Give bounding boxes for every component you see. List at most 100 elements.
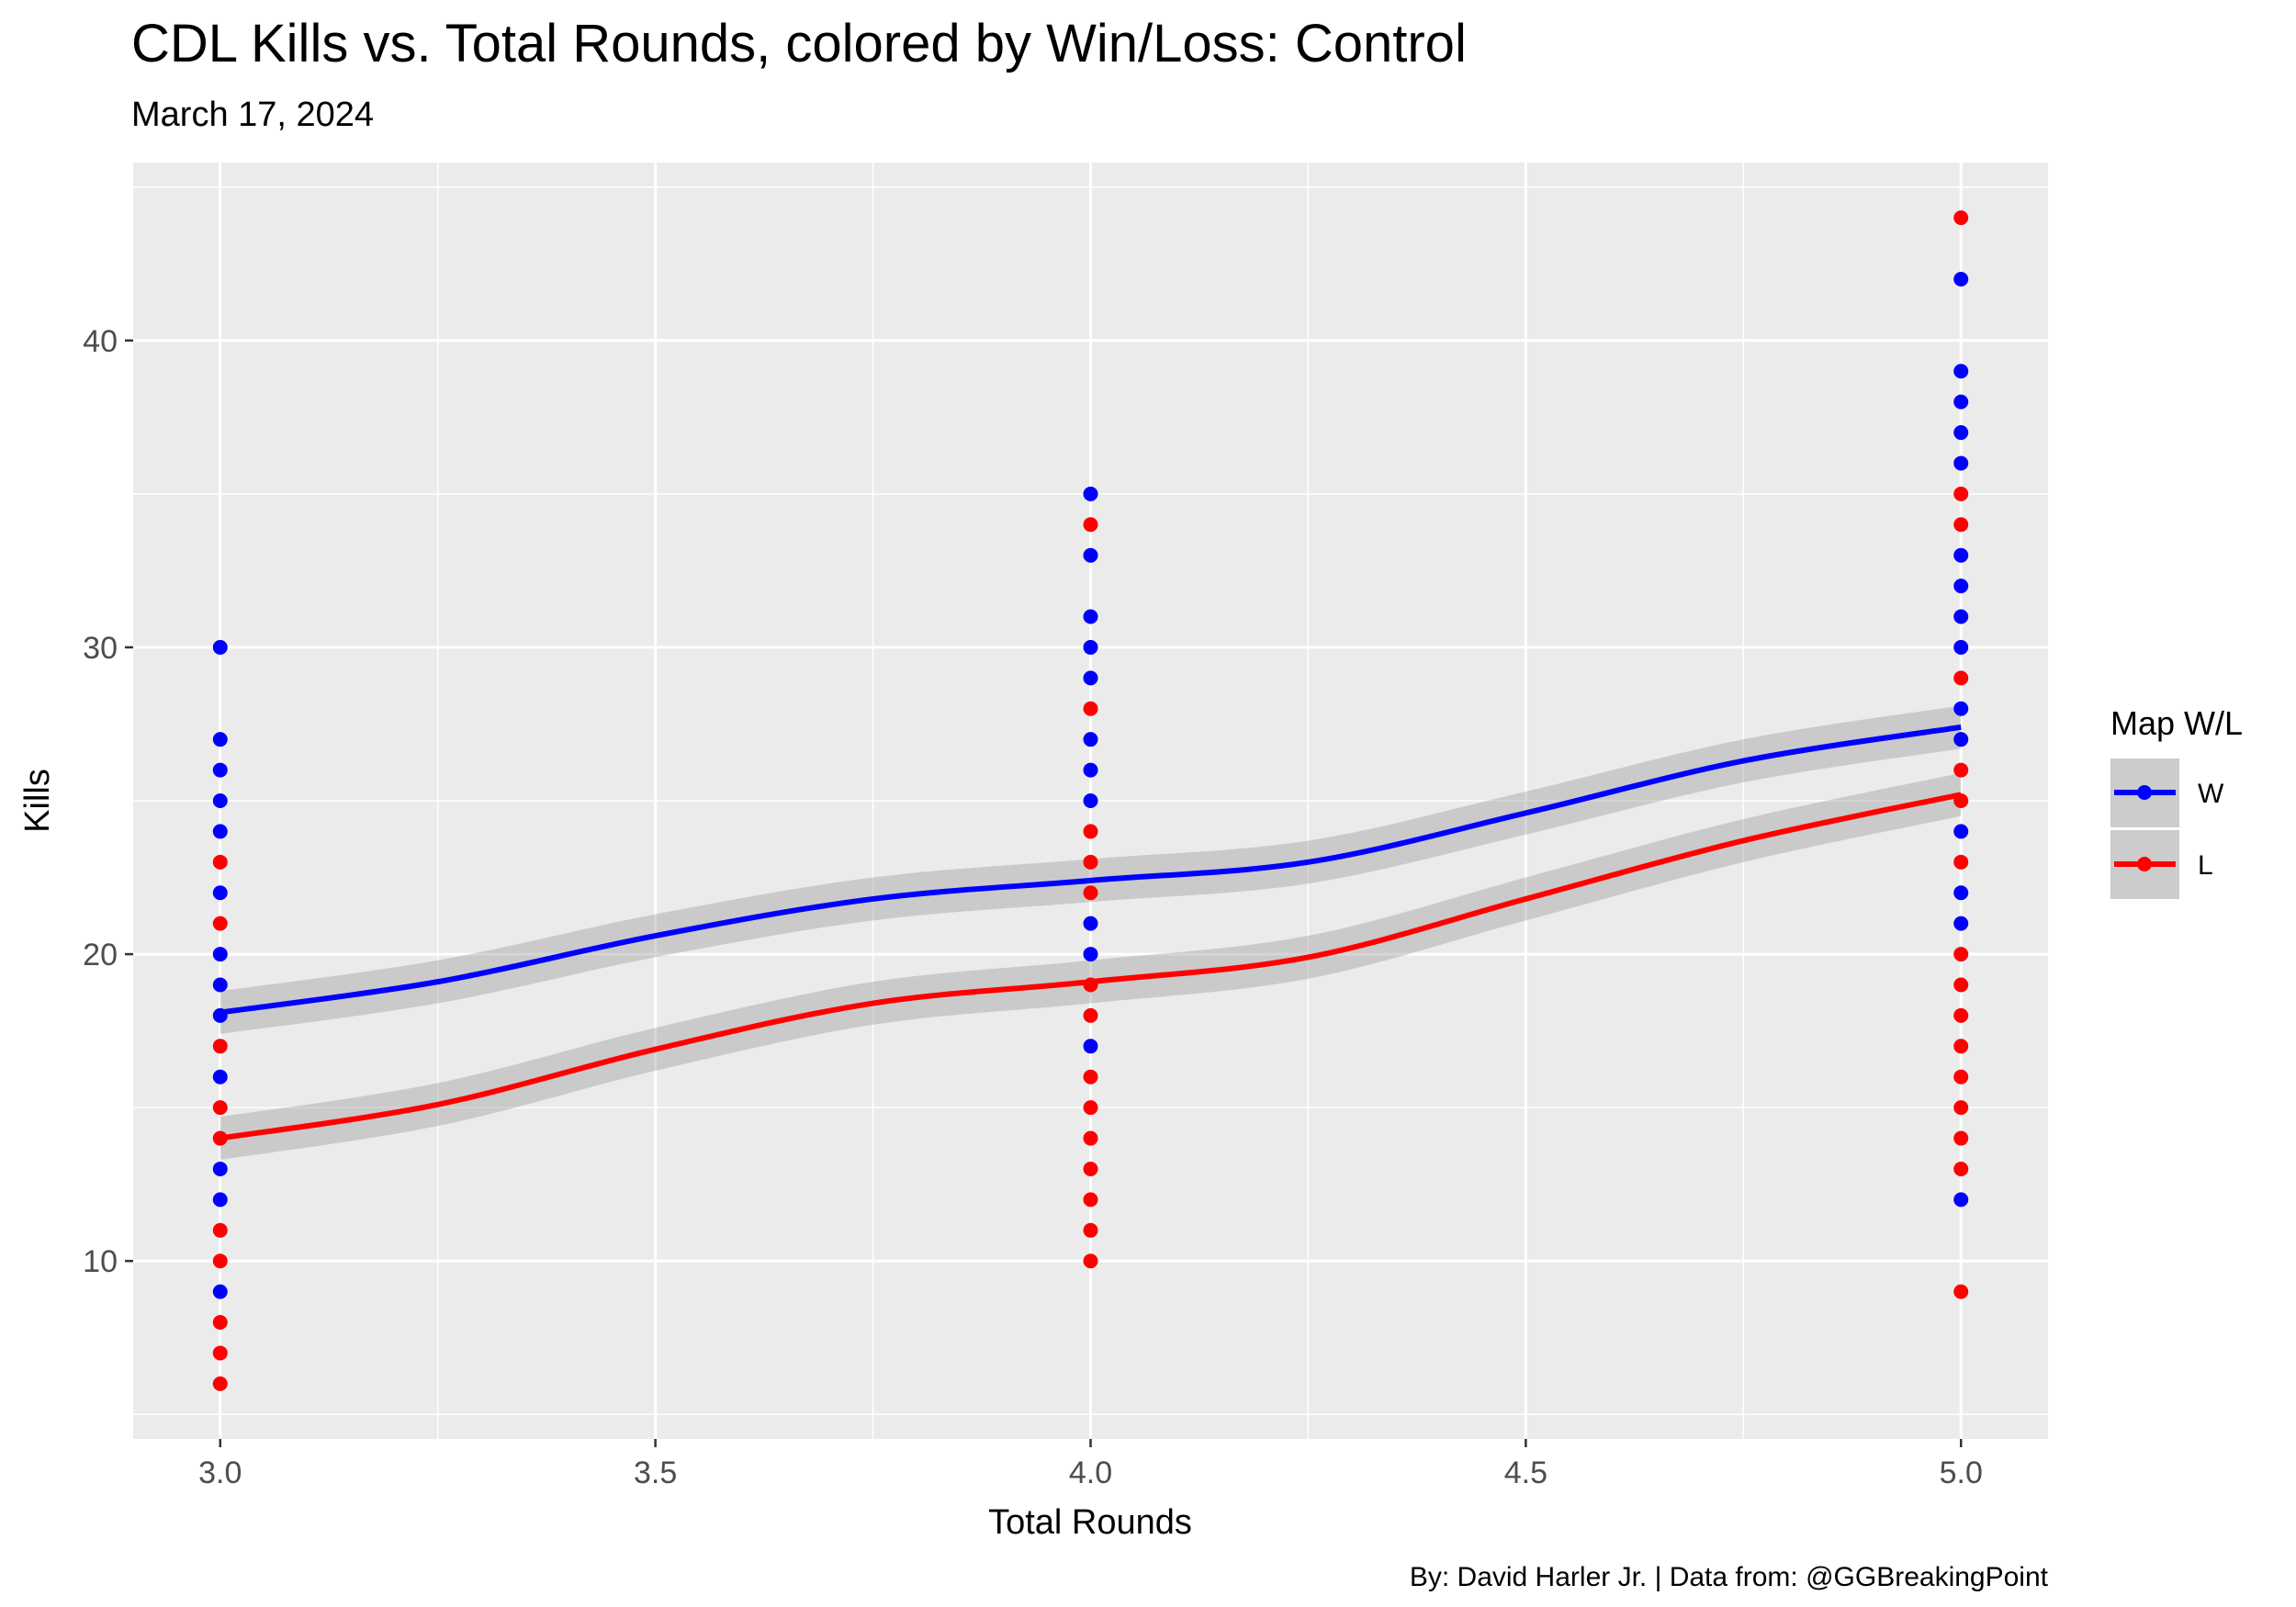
chart-subtitle: March 17, 2024 (131, 96, 374, 134)
point-l (1083, 885, 1098, 901)
x-axis-title: Total Rounds (988, 1503, 1192, 1542)
legend-title: Map W/L (2110, 704, 2243, 742)
confidence-bands (219, 705, 1962, 1160)
legend-key-point-w (2137, 785, 2152, 800)
point-w (1083, 547, 1098, 563)
point-w (212, 977, 228, 993)
point-w (1953, 701, 1969, 716)
chart-title: CDL Kills vs. Total Rounds, colored by W… (131, 14, 1467, 73)
legend: Map W/L W L (2110, 704, 2243, 899)
point-w (1953, 425, 1969, 441)
point-w (212, 947, 228, 962)
point-w (1083, 916, 1098, 931)
data-points (212, 210, 1969, 1391)
point-l (1953, 977, 1969, 993)
point-l (1083, 854, 1098, 870)
point-l (212, 1315, 228, 1331)
x-axis: 3.0 3.5 4.0 4.5 5.0 (198, 1439, 1983, 1490)
point-l (1953, 1007, 1969, 1023)
y-tick-label: 30 (83, 631, 118, 666)
point-w (212, 793, 228, 808)
point-w (212, 732, 228, 747)
point-l (1083, 1161, 1098, 1176)
point-w (1083, 1039, 1098, 1054)
point-l (1953, 210, 1969, 226)
y-axis: 10 20 30 40 (83, 324, 133, 1279)
point-l (1953, 1069, 1969, 1084)
point-w (1953, 885, 1969, 901)
legend-label-l: L (2198, 850, 2213, 881)
x-tick-label: 5.0 (1940, 1455, 1983, 1490)
point-w (212, 824, 228, 839)
point-l (1953, 486, 1969, 501)
point-l (212, 1253, 228, 1269)
point-w (1953, 824, 1969, 839)
point-l (1083, 701, 1098, 716)
y-axis-title: Kills (18, 769, 57, 833)
point-l (1083, 1100, 1098, 1116)
smooth-line-l (219, 792, 1962, 1141)
y-tick-label: 10 (83, 1244, 118, 1279)
point-l (1083, 1253, 1098, 1269)
chart-caption: By: David Harler Jr. | Data from: @GGBre… (1410, 1562, 2049, 1592)
point-w (1953, 639, 1969, 655)
point-l (1083, 1130, 1098, 1146)
y-tick-label: 40 (83, 324, 118, 359)
point-l (212, 854, 228, 870)
point-l (1953, 1284, 1969, 1299)
x-tick-label: 3.5 (634, 1455, 677, 1490)
x-tick-label: 4.5 (1504, 1455, 1548, 1490)
point-w (1083, 793, 1098, 808)
point-w (1953, 271, 1969, 287)
point-l (1953, 670, 1969, 686)
point-w (1083, 670, 1098, 686)
point-l (1083, 1007, 1098, 1023)
confidence-band-l (219, 772, 1962, 1160)
point-l (212, 1222, 228, 1238)
point-l (212, 1345, 228, 1361)
point-w (212, 885, 228, 901)
point-l (1083, 824, 1098, 839)
point-w (1083, 639, 1098, 655)
point-w (1953, 609, 1969, 624)
point-l (1953, 947, 1969, 962)
point-w (1953, 455, 1969, 471)
point-l (1083, 1222, 1098, 1238)
point-l (1953, 517, 1969, 533)
point-w (1953, 916, 1969, 931)
point-l (212, 1376, 228, 1391)
point-w (1953, 732, 1969, 747)
point-l (1083, 517, 1098, 533)
point-l (1083, 1069, 1098, 1084)
point-w (212, 1069, 228, 1084)
smooth-lines (219, 724, 1962, 1141)
y-tick-label: 20 (83, 938, 118, 972)
point-l (1953, 1161, 1969, 1176)
legend-label-w: W (2198, 779, 2224, 809)
point-w (1953, 1192, 1969, 1208)
point-l (1953, 1039, 1969, 1054)
point-w (1953, 394, 1969, 410)
point-w (212, 1284, 228, 1299)
point-l (1953, 1130, 1969, 1146)
legend-key-point-l (2137, 857, 2152, 871)
point-w (1083, 486, 1098, 501)
point-w (1083, 732, 1098, 747)
point-w (212, 1192, 228, 1208)
smooth-line-w (219, 724, 1962, 1016)
point-l (212, 1100, 228, 1116)
point-l (212, 1039, 228, 1054)
point-l (1953, 1100, 1969, 1116)
x-tick-label: 4.0 (1069, 1455, 1112, 1490)
point-w (1083, 762, 1098, 778)
point-l (212, 916, 228, 931)
point-w (1953, 547, 1969, 563)
point-w (1953, 364, 1969, 379)
point-l (1953, 762, 1969, 778)
point-w (212, 1161, 228, 1176)
point-l (1083, 1192, 1098, 1208)
point-w (212, 639, 228, 655)
point-w (212, 762, 228, 778)
point-w (1953, 579, 1969, 594)
